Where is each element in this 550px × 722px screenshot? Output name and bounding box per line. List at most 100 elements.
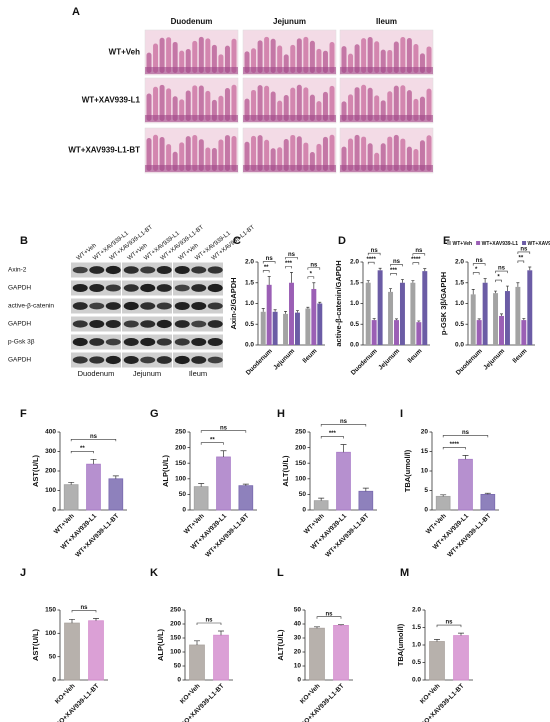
villus — [257, 40, 263, 73]
villus — [231, 84, 237, 121]
blot-band — [156, 338, 172, 346]
legend-swatch — [476, 241, 481, 245]
blot-band — [89, 338, 105, 346]
blot-group-label: Duodenum — [78, 369, 115, 378]
x-tick-label: KO+Veh — [299, 683, 322, 706]
blot-band — [105, 355, 121, 365]
y-axis-title: AST(U/L) — [31, 628, 40, 661]
panel-label: B — [20, 235, 28, 247]
villus — [231, 38, 237, 73]
bar — [108, 478, 124, 511]
villus — [172, 41, 178, 73]
x-tick-label: KO+Veh — [179, 683, 202, 706]
error-bar — [242, 483, 249, 486]
significance-bracket — [70, 451, 94, 454]
bar — [476, 320, 482, 345]
bar — [515, 286, 521, 345]
villus — [400, 37, 406, 73]
y-tick-label: 20 — [294, 649, 302, 656]
mucosa — [340, 115, 433, 122]
error-bar — [500, 313, 503, 316]
y-tick-label: 0 — [424, 507, 428, 514]
bar — [305, 308, 311, 345]
villus — [218, 95, 224, 121]
villus — [303, 36, 309, 73]
error-bar — [314, 626, 320, 629]
villus — [153, 86, 159, 121]
blot-band — [174, 301, 190, 311]
panel-label: F — [20, 408, 27, 420]
blot-band — [72, 320, 88, 328]
y-tick-label: 15 — [421, 448, 429, 455]
blot-band — [123, 301, 139, 311]
bar — [470, 294, 476, 345]
significance-bracket — [285, 257, 298, 260]
blot-band — [140, 337, 156, 347]
bar — [435, 495, 451, 511]
bar — [272, 311, 278, 345]
bar — [213, 634, 229, 681]
blot-band — [105, 338, 121, 346]
y-tick-label: 250 — [170, 607, 181, 614]
y-axis-title: p-GSK 3β/GAPDH — [439, 272, 448, 335]
y-tick-label: 10 — [421, 468, 429, 475]
error-bar — [395, 318, 398, 321]
blot-band — [72, 356, 88, 364]
bar — [313, 500, 329, 511]
error-bar — [462, 455, 469, 460]
error-bar — [218, 630, 224, 636]
villus — [400, 138, 406, 171]
y-axis-title: ALP(U/L) — [156, 628, 165, 661]
villus — [316, 48, 322, 73]
x-tick-label: WT+XAV939-L1-BT — [74, 513, 120, 559]
error-bar — [198, 483, 205, 487]
y-tick-label: 0 — [297, 677, 301, 684]
y-axis-title: active-β-catenin/GAPDH — [334, 260, 343, 346]
y-tick-label: 2.0 — [412, 607, 421, 614]
y-tick-label: 200 — [295, 444, 306, 451]
bar — [399, 282, 405, 345]
blot-band — [105, 302, 121, 310]
significance-label: ns — [220, 425, 228, 431]
bar — [283, 313, 289, 345]
blot-band — [140, 320, 156, 328]
blot-band — [191, 284, 207, 292]
villus — [413, 44, 419, 73]
bar — [193, 486, 209, 511]
y-tick-label: 1.0 — [350, 300, 359, 307]
error-bar — [267, 276, 271, 285]
villus — [419, 140, 425, 171]
bar — [333, 625, 349, 681]
villus — [192, 85, 198, 121]
y-tick-label: 0.0 — [412, 677, 421, 684]
villus — [426, 88, 432, 121]
error-bar — [417, 320, 421, 323]
panel-label: C — [233, 235, 241, 247]
villus — [153, 134, 159, 171]
villus — [205, 90, 211, 121]
y-tick-label: 5 — [424, 487, 428, 494]
blot-band — [156, 265, 172, 275]
y-tick-label: 0.5 — [245, 321, 254, 328]
y-tick-label: 0 — [182, 507, 186, 514]
villus — [198, 85, 204, 121]
blot-band — [174, 284, 190, 292]
villus — [290, 87, 296, 121]
mucosa — [145, 165, 238, 172]
villus — [348, 138, 354, 171]
villus — [380, 143, 386, 171]
villus — [224, 135, 230, 171]
y-axis-title: ALT(U/L) — [281, 455, 290, 487]
significance-label: ns — [371, 248, 379, 254]
blot-band — [72, 283, 88, 293]
villus — [290, 134, 296, 171]
error-bar — [423, 268, 427, 272]
error-bar — [69, 618, 75, 624]
significance-label: ns — [90, 434, 98, 440]
significance-label: *** — [285, 261, 293, 267]
significance-label: **** — [411, 257, 421, 263]
y-tick-label: 0.0 — [350, 342, 359, 349]
error-bar — [284, 311, 288, 314]
bar — [371, 320, 377, 345]
villus — [361, 84, 367, 121]
